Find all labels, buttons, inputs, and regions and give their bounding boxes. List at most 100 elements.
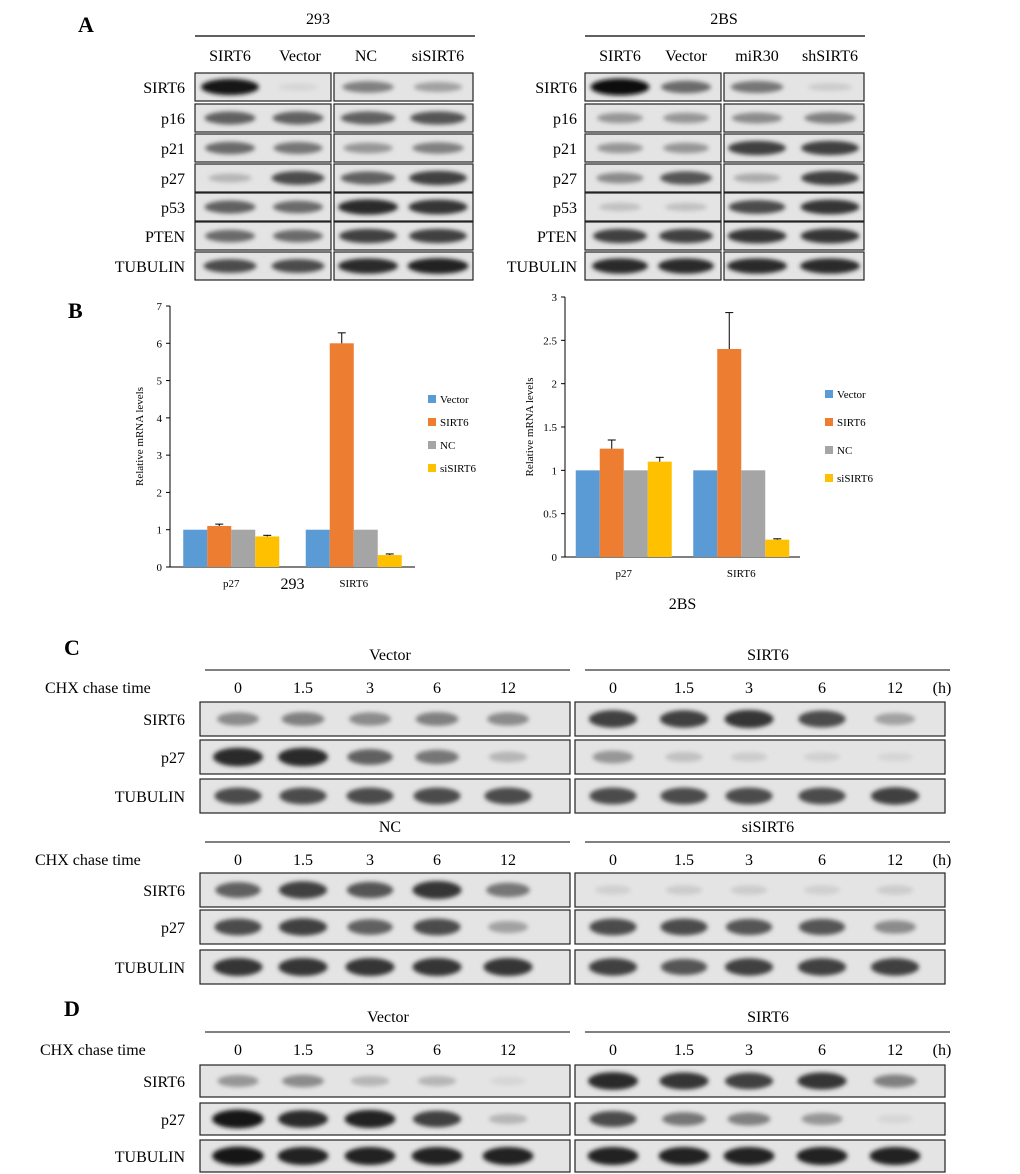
x-tick-label: p27 — [616, 568, 633, 580]
legend-label: NC — [440, 440, 455, 452]
y-axis-label: Relative mRNA levels — [524, 378, 536, 477]
y-tick-label: 2 — [552, 379, 558, 391]
blot-chx-left-band — [278, 1110, 328, 1128]
blot-293-a-band — [273, 229, 323, 243]
blot-293-b-band — [343, 142, 393, 154]
blot-chx-left-band — [217, 1075, 259, 1087]
blot-chx-left-band — [213, 747, 263, 767]
bar — [207, 525, 232, 567]
blot-chx-right-band — [724, 958, 774, 976]
blot-chx-right-band — [660, 787, 708, 805]
blot-2bs-a-band — [661, 80, 711, 94]
time-label: 0 — [234, 680, 242, 697]
blot-293-a-band — [277, 83, 319, 91]
blot-chx-left-band — [345, 957, 395, 977]
panel-letter-c: C — [64, 635, 80, 660]
blot-chx-left-band — [484, 787, 532, 805]
blot-2bs-a-band — [664, 202, 708, 212]
blot-chx-right-band — [725, 918, 773, 936]
row-label: SIRT6 — [143, 883, 185, 900]
blot-293-b-band — [409, 170, 467, 186]
blot-chx-right-band — [588, 958, 638, 976]
bar — [741, 470, 766, 557]
group-title-293: 293 — [306, 11, 330, 28]
blot-293-b-band — [338, 258, 398, 274]
lane-label: NC — [355, 48, 377, 65]
legend-swatch — [428, 418, 436, 426]
blot-2bs-a-band — [593, 228, 647, 244]
time-label: 1.5 — [674, 680, 694, 697]
blot-chx-left-band — [347, 919, 393, 935]
blot-chx-right-band — [587, 1146, 639, 1166]
blot-chx-left-band — [281, 712, 325, 726]
blot-293-b-band — [338, 199, 398, 215]
blot-293-b-band — [413, 82, 463, 92]
legend-label: siSIRT6 — [837, 473, 874, 485]
blot-293-a-band — [204, 200, 256, 214]
lane-label: miR30 — [735, 48, 779, 65]
lane-label: SIRT6 — [599, 48, 641, 65]
row-label: PTEN — [145, 229, 185, 246]
blot-chx-right-band — [589, 918, 637, 936]
blot-chx-left-band — [215, 882, 261, 898]
time-label: 3 — [366, 852, 374, 869]
blot-chx-right-band — [798, 710, 846, 728]
lane-label: Vector — [279, 48, 321, 65]
group-title-2bs: 2BS — [710, 11, 738, 28]
blot-chx-right-band — [665, 885, 703, 895]
blot-chx-left-band — [413, 918, 461, 936]
time-label: 0 — [609, 852, 617, 869]
row-label: p53 — [553, 200, 577, 217]
blot-293-a-band — [201, 78, 259, 96]
blot-293-b-band — [412, 142, 464, 154]
blot-2bs-a-band — [590, 78, 650, 96]
blot-chx-right-band — [798, 918, 846, 936]
row-header-chx: CHX chase time — [35, 852, 141, 869]
blot-293-a-band — [203, 259, 257, 273]
time-label: 12 — [500, 852, 516, 869]
y-tick-label: 0 — [157, 562, 163, 574]
blot-chx-right-band — [869, 1146, 921, 1166]
time-label: 3 — [745, 680, 753, 697]
legend-swatch — [825, 418, 833, 426]
row-label: p27 — [553, 171, 577, 188]
blot-chx-right-band — [659, 1072, 709, 1090]
blot-chx-left-band — [278, 881, 328, 899]
panel-letter-a: A — [78, 12, 94, 37]
row-label: p27 — [161, 1112, 185, 1129]
y-tick-label: 7 — [157, 301, 163, 313]
row-label: SIRT6 — [143, 712, 185, 729]
lane-label: shSIRT6 — [802, 48, 858, 65]
blot-chx-right-band — [658, 1146, 710, 1166]
lane-label: SIRT6 — [209, 48, 251, 65]
time-label: 6 — [433, 852, 441, 869]
row-label: p27 — [161, 171, 185, 188]
unit-label: (h) — [933, 680, 952, 697]
group-title: NC — [379, 819, 401, 836]
x-tick-label: p27 — [223, 578, 240, 590]
row-label: p21 — [161, 141, 185, 158]
blot-chx-right-band — [877, 752, 913, 762]
y-tick-label: 0 — [552, 552, 558, 564]
x-tick-label: SIRT6 — [339, 578, 368, 590]
blot-chx-right-band — [660, 958, 708, 976]
legend-swatch — [825, 446, 833, 454]
blot-293-a-band — [272, 111, 324, 125]
blot-chx-left-band — [412, 880, 462, 900]
time-label: 6 — [818, 680, 826, 697]
legend-swatch — [825, 390, 833, 398]
blot-2bs-a-band — [658, 258, 714, 274]
group-title: SIRT6 — [747, 647, 789, 664]
blot-chx-right-band — [877, 1114, 913, 1124]
panel-letter-d: D — [64, 996, 80, 1021]
legend-label: Vector — [440, 394, 469, 406]
blot-2bs-b-band — [728, 140, 786, 156]
bar — [765, 539, 790, 557]
y-tick-label: 1 — [157, 525, 163, 537]
blot-chx-right-band — [870, 958, 920, 976]
blot-chx-left-band — [488, 1113, 528, 1125]
blot-2bs-b-band — [800, 258, 860, 274]
blot-chx-left-band — [417, 1075, 457, 1087]
blot-chx-right-band — [723, 1146, 775, 1166]
